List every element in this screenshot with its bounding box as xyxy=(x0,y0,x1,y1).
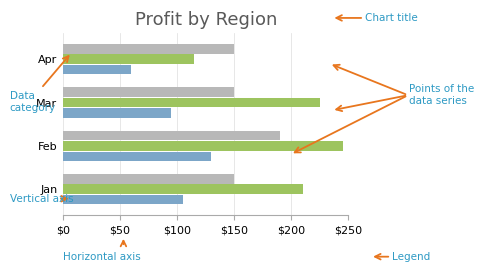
Bar xyxy=(63,152,212,161)
Text: Points of the
data series: Points of the data series xyxy=(409,84,474,106)
Bar xyxy=(63,65,132,74)
Bar xyxy=(63,195,183,205)
Bar xyxy=(63,54,194,64)
Bar xyxy=(63,141,343,151)
Bar xyxy=(63,174,234,184)
Text: Vertical axis: Vertical axis xyxy=(10,194,73,204)
Text: Data
category: Data category xyxy=(10,91,56,113)
Title: Profit by Region: Profit by Region xyxy=(135,11,277,29)
Bar xyxy=(63,44,234,54)
Bar xyxy=(63,108,171,118)
Bar xyxy=(63,98,320,107)
Bar xyxy=(63,184,303,194)
Text: Legend: Legend xyxy=(392,252,430,262)
Text: Chart title: Chart title xyxy=(365,13,418,23)
Bar xyxy=(63,131,280,140)
Text: Horizontal axis: Horizontal axis xyxy=(63,252,140,262)
Bar xyxy=(63,87,234,97)
